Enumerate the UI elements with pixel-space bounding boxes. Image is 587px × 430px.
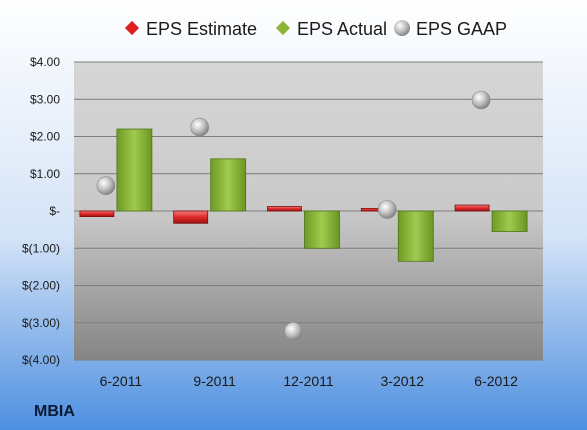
company-label: MBIA (34, 403, 75, 420)
gaap-point (284, 322, 303, 341)
x-axis: 6-2011 9-2011 12-2011 3-2012 6-2012 (100, 373, 518, 389)
y-axis: $4.00 $3.00 $2.00 $1.00 $- $(1.00) $(2.00) $(3.… (22, 55, 60, 367)
x-tick-label: 9-2011 (193, 373, 236, 389)
actual-bar (210, 158, 247, 212)
y-tick-label: $3.00 (30, 92, 60, 106)
legend: EPS Estimate EPS Actual EPS GAAP (124, 19, 507, 39)
estimate-bar (173, 210, 209, 224)
actual-bar (491, 210, 528, 232)
x-tick-label: 6-2011 (100, 373, 143, 389)
actual-bar (116, 128, 153, 212)
y-tick-label: $2.00 (30, 130, 60, 144)
y-tick-label: $(1.00) (22, 241, 60, 255)
x-tick-label: 12-2011 (283, 373, 334, 389)
y-tick-label: $(2.00) (22, 279, 60, 293)
bar-series (79, 128, 528, 262)
gaap-point (471, 90, 491, 110)
gaap-point (377, 200, 397, 219)
legend-actual-swatch (275, 20, 291, 36)
legend-actual-label: EPS Actual (297, 19, 387, 39)
x-tick-label: 6-2012 (474, 373, 518, 389)
y-tick-label: $- (49, 204, 60, 218)
legend-gaap-label: EPS GAAP (416, 19, 507, 39)
gaap-points (96, 90, 491, 341)
estimate-bar (79, 210, 115, 217)
estimate-bar (267, 206, 302, 212)
y-tick-label: $(4.00) (22, 353, 60, 367)
legend-item-gaap: EPS GAAP (394, 19, 507, 39)
estimate-bar (454, 204, 490, 212)
gaap-point (190, 117, 209, 137)
actual-bar (304, 210, 340, 249)
legend-item-actual: EPS Actual (275, 19, 387, 39)
legend-estimate-label: EPS Estimate (146, 19, 257, 39)
gaap-point (96, 176, 116, 195)
y-tick-label: $1.00 (30, 167, 60, 181)
y-tick-label: $(3.00) (22, 316, 60, 330)
y-tick-label: $4.00 (30, 55, 60, 69)
actual-bar (397, 210, 434, 262)
x-tick-label: 3-2012 (381, 373, 425, 389)
legend-gaap-swatch (394, 20, 410, 36)
